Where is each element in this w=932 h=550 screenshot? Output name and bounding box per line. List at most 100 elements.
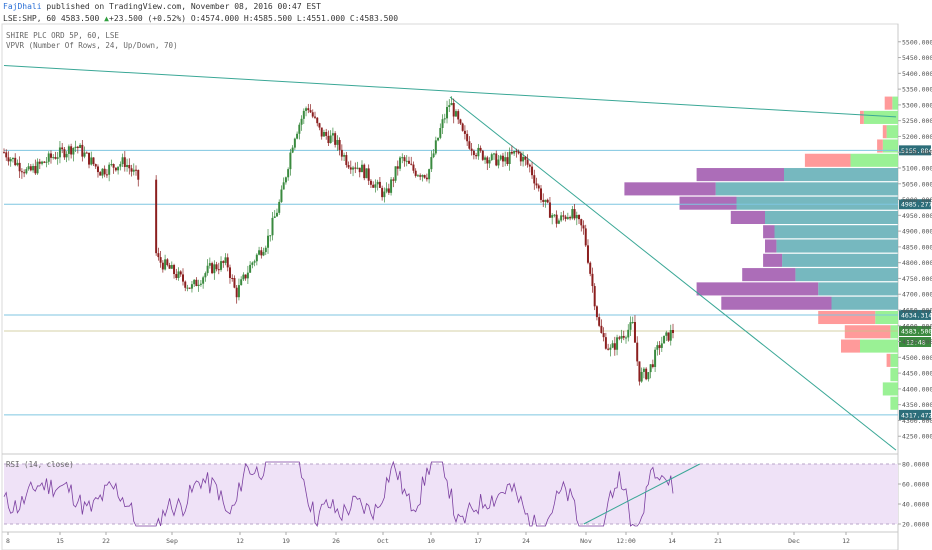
candle-body[interactable] — [394, 166, 397, 181]
candle-body[interactable] — [647, 372, 650, 380]
candle-body[interactable] — [275, 212, 278, 217]
candle-body[interactable] — [457, 111, 460, 120]
candle-body[interactable] — [352, 167, 355, 170]
candle-body[interactable] — [627, 329, 630, 338]
candle-body[interactable] — [79, 144, 82, 148]
candle-body[interactable] — [399, 157, 402, 169]
candle-body[interactable] — [446, 106, 449, 119]
candle-body[interactable] — [497, 159, 500, 166]
candle-body[interactable] — [211, 263, 214, 274]
candle-body[interactable] — [208, 263, 211, 266]
candle-body[interactable] — [195, 279, 198, 286]
candle-body[interactable] — [459, 119, 462, 124]
candle-body[interactable] — [486, 157, 489, 164]
candle-body[interactable] — [72, 147, 75, 155]
candle-body[interactable] — [45, 161, 48, 163]
candle-body[interactable] — [27, 166, 30, 170]
candle-body[interactable] — [262, 252, 265, 256]
candlesticks[interactable] — [3, 96, 674, 386]
candle-body[interactable] — [376, 181, 379, 185]
candle-body[interactable] — [665, 332, 668, 336]
candle-body[interactable] — [625, 337, 628, 339]
candle-body[interactable] — [524, 156, 527, 160]
candle-body[interactable] — [501, 155, 504, 162]
candle-body[interactable] — [573, 209, 576, 219]
candle-body[interactable] — [667, 332, 670, 341]
rsi-line[interactable] — [3, 460, 674, 528]
candle-body[interactable] — [307, 108, 310, 111]
candle-body[interactable] — [16, 162, 19, 166]
author-link[interactable]: FajDhali — [3, 2, 42, 11]
candle-body[interactable] — [244, 274, 247, 279]
candle-body[interactable] — [240, 279, 243, 286]
candle-body[interactable] — [463, 130, 466, 134]
candle-body[interactable] — [566, 217, 569, 219]
candle-body[interactable] — [32, 166, 35, 171]
candle-body[interactable] — [327, 135, 330, 144]
candle-body[interactable] — [560, 215, 563, 221]
candle-body[interactable] — [114, 167, 117, 171]
candle-body[interactable] — [188, 287, 191, 289]
candle-body[interactable] — [67, 146, 70, 154]
candle-body[interactable] — [296, 133, 299, 139]
candle-body[interactable] — [369, 180, 372, 185]
candle-body[interactable] — [533, 175, 536, 184]
candle-body[interactable] — [454, 111, 457, 117]
candle-body[interactable] — [269, 235, 272, 237]
candle-body[interactable] — [121, 157, 124, 165]
candle-body[interactable] — [607, 348, 610, 350]
candle-body[interactable] — [309, 110, 312, 113]
candle-body[interactable] — [329, 135, 332, 144]
candle-body[interactable] — [611, 343, 614, 348]
candle-body[interactable] — [663, 335, 666, 344]
candle-body[interactable] — [85, 152, 88, 154]
time-axis[interactable]: 8 15 22 Sep 12 19 26 Oct 10 17 24 Nov 12:00 14 21 Dec 12 — [6, 532, 850, 545]
candle-body[interactable] — [535, 183, 538, 186]
candle-body[interactable] — [222, 261, 225, 263]
candle-body[interactable] — [580, 219, 583, 226]
candle-body[interactable] — [81, 144, 84, 157]
candle-body[interactable] — [311, 112, 314, 117]
candle-body[interactable] — [159, 257, 162, 263]
candle-body[interactable] — [108, 164, 111, 175]
candle-body[interactable] — [251, 262, 254, 265]
candle-body[interactable] — [582, 225, 585, 229]
candle-body[interactable] — [387, 188, 390, 193]
candle-body[interactable] — [669, 330, 672, 341]
candle-body[interactable] — [117, 166, 120, 171]
candle-body[interactable] — [202, 277, 205, 284]
candle-body[interactable] — [405, 160, 408, 162]
candle-body[interactable] — [461, 123, 464, 131]
candle-body[interactable] — [282, 182, 285, 190]
candle-body[interactable] — [466, 133, 469, 142]
candle-body[interactable] — [412, 164, 415, 171]
candle-body[interactable] — [267, 235, 270, 248]
candle-body[interactable] — [604, 337, 607, 349]
candle-body[interactable] — [633, 322, 636, 343]
candle-body[interactable] — [378, 181, 381, 188]
candle-body[interactable] — [278, 201, 281, 213]
candle-body[interactable] — [410, 163, 413, 165]
candle-body[interactable] — [578, 215, 581, 220]
trendlines[interactable] — [3, 64, 897, 451]
candle-body[interactable] — [551, 215, 554, 218]
candle-body[interactable] — [197, 284, 200, 286]
candle-body[interactable] — [493, 153, 496, 155]
candle-body[interactable] — [390, 179, 393, 193]
candle-body[interactable] — [110, 164, 113, 166]
candle-body[interactable] — [322, 132, 325, 137]
candle-body[interactable] — [432, 153, 435, 158]
candle-body[interactable] — [54, 157, 57, 159]
candle-body[interactable] — [88, 152, 91, 165]
candle-body[interactable] — [83, 152, 86, 157]
candle-body[interactable] — [479, 147, 482, 151]
candle-body[interactable] — [600, 325, 603, 334]
candle-body[interactable] — [61, 147, 64, 150]
candle-body[interactable] — [372, 184, 375, 188]
candle-body[interactable] — [206, 265, 209, 274]
candle-body[interactable] — [656, 345, 659, 350]
candle-body[interactable] — [264, 247, 267, 253]
candle-body[interactable] — [291, 147, 294, 153]
candle-body[interactable] — [504, 157, 507, 162]
